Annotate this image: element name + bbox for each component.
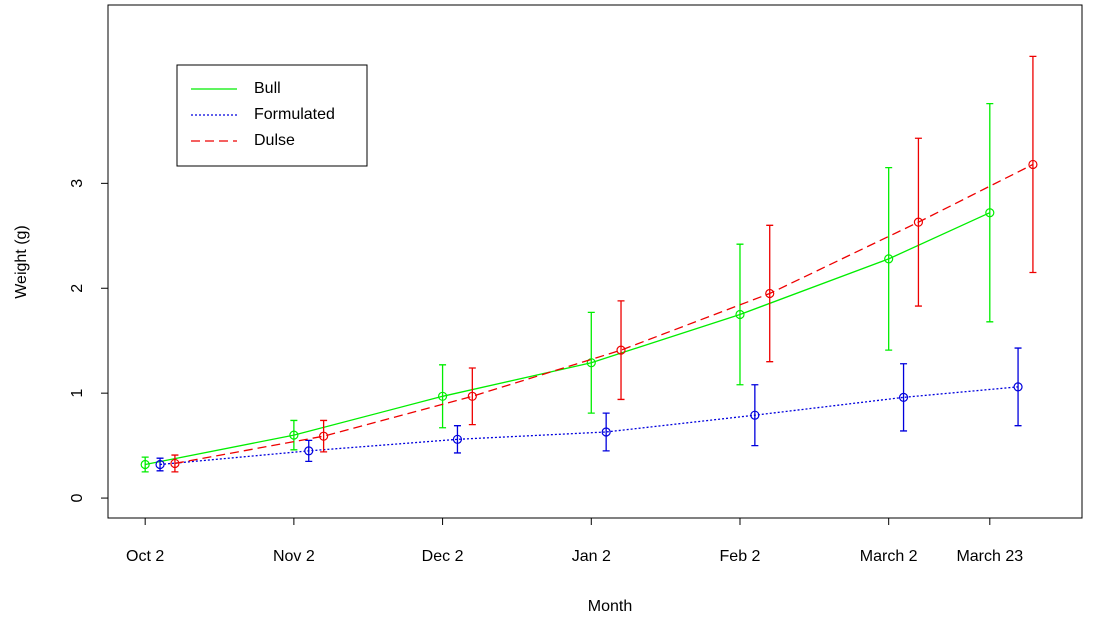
error-bar [885,166,893,351]
error-bar [986,102,994,323]
error-bar [914,137,922,307]
data-point [884,254,894,264]
data-point [170,458,180,469]
data-point [467,391,477,401]
data-point [616,345,626,355]
error-bar [1029,55,1037,274]
series-line [174,163,1034,465]
x-tick-label: March 23 [956,548,1023,565]
y-tick-label: 0 [69,494,86,503]
data-point [586,358,596,368]
data-point [735,309,745,320]
data-point [601,427,611,437]
x-tick-label: Dec 2 [422,548,464,565]
error-bar [290,419,298,451]
data-point [319,431,329,441]
legend-label: Dulse [254,132,295,149]
y-tick-label: 3 [69,179,86,188]
error-bar [766,224,774,363]
data-point [765,288,775,299]
error-bar [453,425,461,454]
error-bar [602,412,610,452]
data-point [898,392,909,402]
error-bar [736,243,744,386]
data-point [750,410,760,420]
data-point [1013,382,1023,392]
error-bar [439,364,447,429]
y-axis-label: Weight (g) [13,225,30,299]
legend-label: Formulated [254,106,335,123]
x-tick-label: Oct 2 [126,548,164,565]
error-bar [751,384,759,447]
error-bar [900,363,908,432]
error-bar [171,454,179,473]
error-bar [617,300,625,401]
data-point [289,430,299,440]
data-point [140,459,150,470]
x-tick-label: Nov 2 [273,548,315,565]
series-line [145,212,991,466]
series-line [159,386,1019,466]
error-bar [320,419,328,453]
x-axis-label: Month [588,598,632,615]
error-bar [468,367,476,426]
error-bar [1014,347,1022,427]
data-point [304,446,314,456]
error-bar [305,439,313,462]
x-tick-label: Jan 2 [572,548,611,565]
data-point [985,208,995,218]
data-point [1028,159,1038,170]
error-bar [141,456,149,473]
y-tick-label: 2 [69,284,86,293]
x-tick-label: March 2 [860,548,918,565]
data-point [155,459,165,470]
legend-label: Bull [254,80,281,97]
data-point [437,391,448,401]
x-tick-label: Feb 2 [720,548,761,565]
error-bar [587,311,595,414]
y-tick-label: 1 [69,389,86,398]
data-point [452,434,463,444]
data-point [913,217,924,227]
